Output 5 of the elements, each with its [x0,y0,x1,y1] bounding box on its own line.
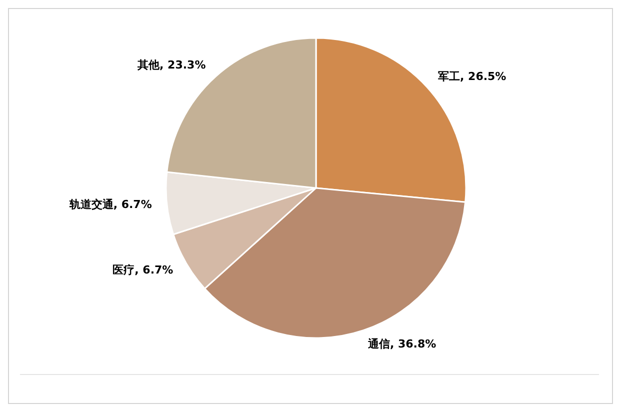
slice-label: 军工, 26.5% [438,70,506,83]
slice-label: 其他, 23.3% [136,58,206,72]
slice-label: 医疗, 6.7% [112,264,174,277]
slice-label: 轨道交通, 6.7% [68,198,152,212]
slice-label: 通信, 36.8% [366,338,436,351]
